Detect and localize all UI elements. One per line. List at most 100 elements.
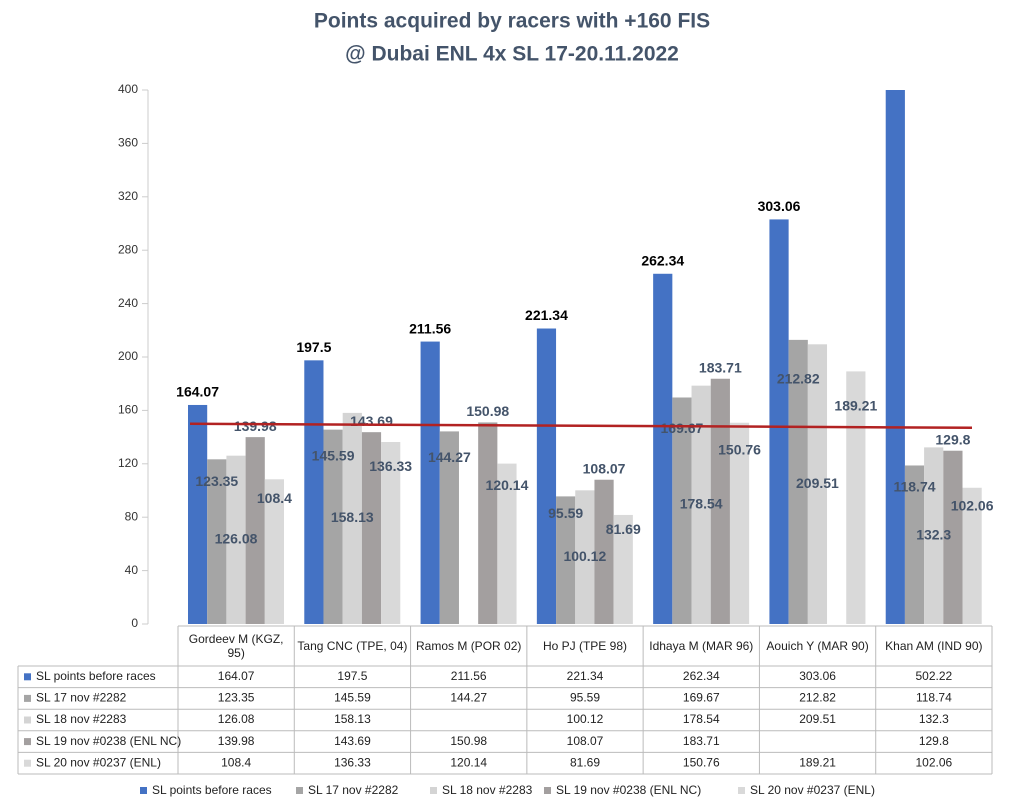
legend-label: SL 19 nov #0238 (ENL NC) [556,783,701,797]
bar [245,437,265,624]
table-cell: 95.59 [570,691,600,705]
table-cell: 150.98 [450,734,487,748]
chart-title: @ Dubai ENL 4x SL 17-20.11.2022 [345,43,679,66]
table-cell: 211.56 [451,669,487,683]
legend-label: SL 17 nov #2282 [308,783,399,797]
bar [904,465,925,624]
x-tick-label: Idhaya M (MAR 96) [649,639,754,653]
table-cell: 123.35 [218,691,255,705]
table-cell: 145.59 [334,691,371,705]
data-label: 102.06 [951,498,994,514]
bar [710,378,730,624]
table-cell: 144.27 [450,691,487,705]
legend-key [24,673,31,681]
row-label: SL 20 nov #0237 (ENL) [36,755,161,769]
bar [729,422,750,624]
table-cell: 221.34 [567,669,604,683]
x-tick-label-box: Ho PJ (TPE 98) [542,639,627,653]
data-label: 126.08 [215,531,258,547]
y-tick-label: 360 [118,136,138,150]
bar [439,431,459,624]
x-tick-label-box: Ramos M (POR 02) [416,639,521,653]
bar [188,404,208,624]
bar [594,479,614,624]
table-cell: 197.5 [337,669,367,683]
data-label: 145.59 [312,448,355,464]
data-label: 129.8 [935,431,970,447]
data-label: 262.34 [641,252,684,268]
table-cell: 212.82 [799,691,836,705]
bar [207,459,227,624]
x-tick-label-box: Khan AM (IND 90) [885,639,983,653]
legend-key [140,787,147,794]
data-label: 212.82 [777,370,820,386]
row-label: SL 17 nov #2282 [36,691,127,705]
data-label: 150.98 [466,403,509,419]
table-cell: 150.76 [683,755,720,769]
bar [304,360,324,624]
chart-title: Points acquired by racers with +160 FIS [314,10,710,33]
data-label: 144.27 [428,449,471,465]
bar [497,463,517,624]
table-cell: 183.71 [683,734,720,748]
x-tick-label: Aouich Y (MAR 90) [766,639,869,653]
bar [420,341,440,624]
bar [361,432,382,624]
table-cell: 189.21 [799,755,836,769]
bar [323,429,343,624]
row-label: SL 19 nov #0238 (ENL NC) [36,734,181,748]
x-tick-label: Khan AM (IND 90) [885,639,983,653]
table-cell: 143.69 [334,734,371,748]
data-label: 136.33 [369,458,412,474]
bar [672,397,692,624]
data-label: 108.4 [257,490,292,506]
row-label: SL points before races [36,669,156,683]
x-tick-label-box: Tang CNC (TPE, 04) [297,639,408,653]
bar [807,344,828,624]
bar [556,496,576,624]
y-tick-label: 240 [118,296,138,310]
y-tick-label: 80 [125,509,139,523]
data-label: 118.74 [893,478,935,494]
table-cell: 303.06 [799,669,836,683]
data-label: 95.59 [548,505,583,521]
bar [846,371,866,624]
data-label: 164.07 [176,384,219,400]
bar [962,487,982,624]
table-cell: 81.69 [570,755,600,769]
table-cell: 209.51 [799,712,836,726]
legend-label: SL 18 nov #2283 [442,783,533,797]
bar [226,455,246,624]
table-cell: 262.34 [683,669,720,683]
y-tick-label: 0 [131,616,138,630]
table-cell: 108.4 [221,755,251,769]
bar [943,450,963,624]
table-cell: 129.8 [919,734,949,748]
y-tick-label: 320 [118,189,138,203]
x-tick-label: Gordeev M (KGZ, 95) [188,632,284,660]
x-tick-label: Ho PJ (TPE 98) [542,639,627,653]
data-label: 150.76 [718,442,761,458]
y-tick-label: 120 [118,456,138,470]
data-label: 100.12 [563,548,606,564]
data-label: 197.5 [296,339,331,355]
x-tick-label-box: Gordeev M (KGZ, 95) [188,632,284,660]
legend-key [544,787,551,794]
legend-key [24,738,31,746]
table-cell: 100.12 [567,712,604,726]
table-cell: 132.3 [919,712,949,726]
x-tick-label-box: Aouich Y (MAR 90) [766,639,869,653]
data-label: 81.69 [606,521,641,537]
table-cell: 139.98 [218,734,255,748]
table-cell: 158.13 [334,712,371,726]
data-label: 303.06 [758,198,801,214]
table-cell: 178.54 [683,712,720,726]
x-tick-label: Tang CNC (TPE, 04) [297,639,408,653]
table-cell: 136.33 [334,755,371,769]
data-label: 211.56 [409,320,451,336]
data-label: 123.35 [195,473,238,489]
x-tick-label-box: Idhaya M (MAR 96) [649,639,754,653]
bar [691,385,711,624]
bar [885,90,905,624]
